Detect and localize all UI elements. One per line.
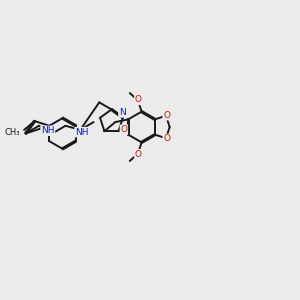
Text: O: O (135, 95, 142, 104)
Text: N: N (119, 108, 126, 117)
Text: O: O (135, 150, 142, 159)
Text: CH₃: CH₃ (4, 128, 20, 137)
Text: O: O (120, 125, 128, 134)
Text: O: O (163, 111, 170, 120)
Text: O: O (163, 134, 170, 143)
Text: NH: NH (75, 128, 88, 136)
Text: NH: NH (41, 126, 55, 135)
